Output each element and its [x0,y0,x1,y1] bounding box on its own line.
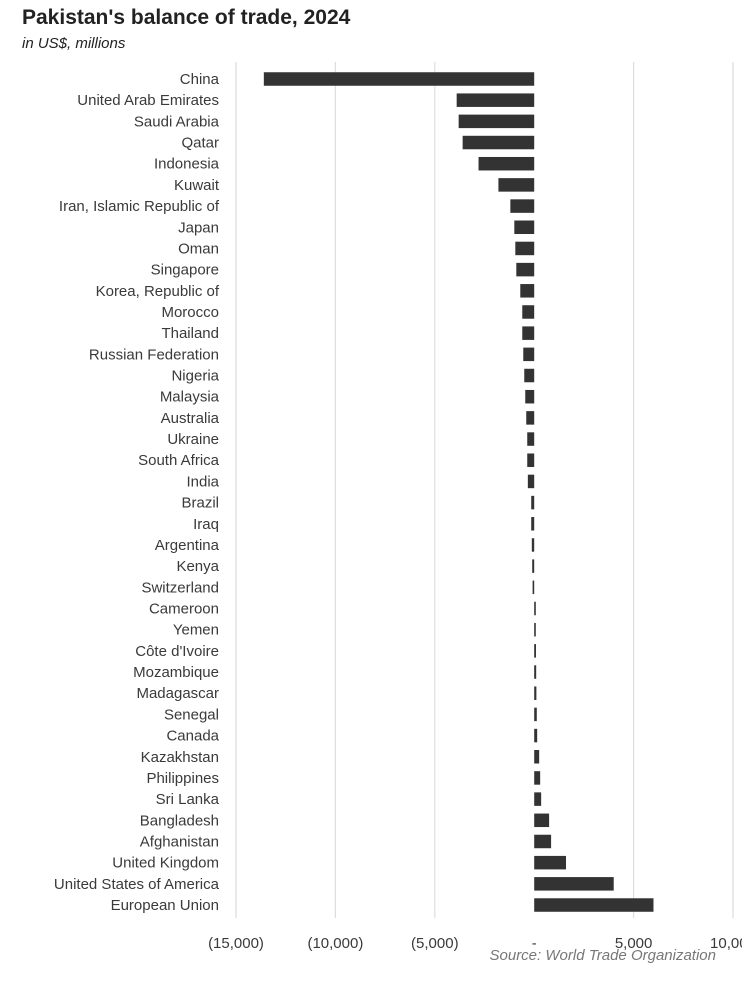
bar [531,517,535,531]
bar [534,728,538,743]
category-label: Mozambique [133,664,219,681]
bar [516,262,535,277]
bar [525,389,535,404]
bar [534,813,550,828]
chart-title: Pakistan's balance of trade, 2024 [22,6,351,29]
bar [520,284,535,298]
bar [534,601,536,616]
bar [498,178,535,192]
category-label: Madagascar [136,685,219,702]
category-label: Cameroon [149,601,219,618]
x-tick-label: 10,000 [710,935,742,952]
category-label: Kenya [176,558,219,575]
bar [531,495,535,510]
bar [522,305,535,319]
bars [263,72,654,912]
bar [532,580,535,595]
category-label: South Africa [138,452,220,469]
category-label: Kazakhstan [141,749,219,766]
bar [534,792,542,806]
bar [534,665,537,679]
bar [534,877,614,891]
bar [263,72,535,86]
category-label: Japan [178,219,219,236]
bar [534,834,552,849]
bar [510,199,535,213]
category-label: Thailand [161,325,219,342]
bar [534,855,567,870]
x-tick-label: 5,000 [615,935,653,952]
category-labels: China United Arab Emirates Saudi Arabia Qat… [54,71,220,914]
category-label: Indonesia [154,156,220,173]
category-label: Korea, Republic of [96,283,220,300]
category-label: Argentina [155,537,220,554]
category-label: India [186,473,219,490]
category-label: Singapore [151,262,219,279]
bar [534,898,654,912]
category-label: Afghanistan [140,833,219,850]
category-label: Russian Federation [89,346,219,363]
bar [522,326,535,340]
category-label: Canada [166,728,219,745]
bar [515,241,535,256]
bar [534,686,537,700]
category-label: Côte d'Ivoire [135,643,219,660]
bar [532,559,535,573]
bar [534,771,541,785]
category-label: Brazil [181,495,219,512]
bar [534,707,537,722]
category-label: Qatar [181,135,219,152]
bar [534,644,536,658]
bar [527,453,535,467]
bar [534,750,540,764]
bar [478,156,535,171]
category-label: European Union [111,897,219,914]
category-label: Kuwait [174,177,220,194]
category-label: Switzerland [141,579,219,596]
bar [527,432,535,446]
x-tick-label: - [532,935,537,952]
bar [524,368,535,383]
category-label: Malaysia [160,389,220,406]
category-label: Iraq [193,516,219,533]
category-label: United Arab Emirates [77,92,219,109]
category-label: United States of America [54,876,220,893]
category-label: Nigeria [171,368,219,385]
bar [534,622,536,637]
category-label: Iran, Islamic Republic of [59,198,220,215]
source-note: Source: World Trade Organization [489,947,717,964]
category-label: Oman [178,240,219,257]
category-label: Yemen [173,622,219,639]
bar [462,135,535,150]
bar [514,220,535,235]
x-tick-label: (15,000) [208,935,264,952]
category-label: United Kingdom [112,855,219,872]
x-tick-label: (5,000) [411,935,459,952]
bar [527,474,535,489]
bar [523,347,535,362]
bar [526,411,535,425]
bar [458,114,535,129]
category-label: Philippines [146,770,219,787]
bar [531,538,535,552]
category-label: Bangladesh [140,812,219,829]
gridlines [235,62,734,918]
bar [456,93,535,107]
x-tick-label: (10,000) [307,935,363,952]
category-label: Morocco [161,304,219,321]
category-label: Senegal [164,706,219,723]
category-label: Saudi Arabia [134,113,220,130]
category-label: Australia [161,410,220,427]
chart-subtitle: in US$, millions [22,35,126,52]
x-axis-ticks: (15,000) (10,000) (5,000) - 5,000 10,000 [208,935,742,952]
category-label: Sri Lanka [156,791,220,808]
category-label: China [180,71,220,88]
category-label: Ukraine [167,431,219,448]
